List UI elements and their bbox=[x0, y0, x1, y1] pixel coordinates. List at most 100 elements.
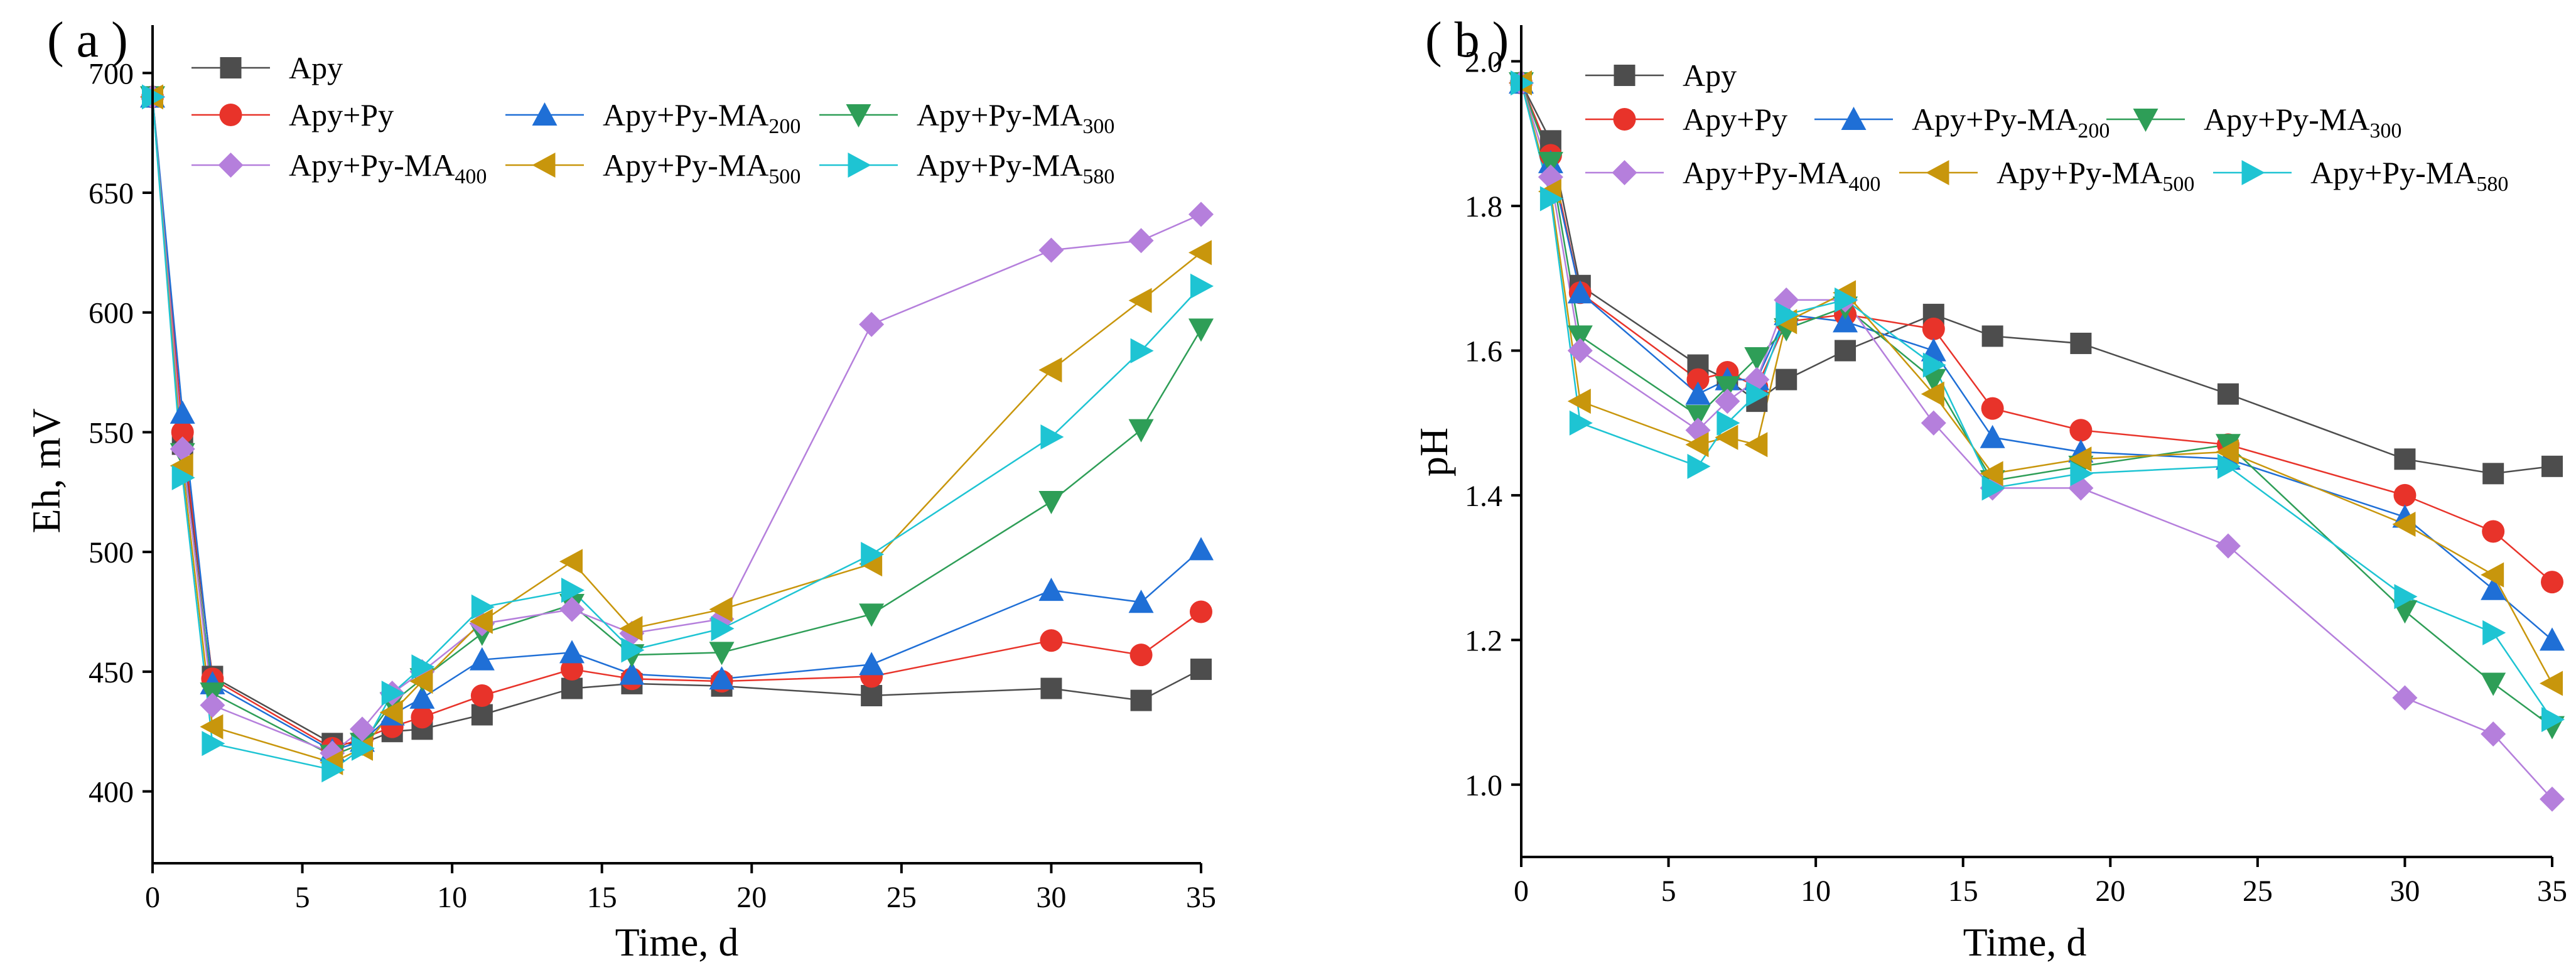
y-tick-label: 1.8 bbox=[1465, 190, 1502, 224]
y-tick-label: 1.0 bbox=[1465, 769, 1502, 802]
data-point bbox=[1128, 288, 1152, 313]
data-point bbox=[2217, 383, 2239, 405]
data-point bbox=[709, 642, 735, 665]
legend-marker bbox=[2241, 160, 2265, 185]
data-point bbox=[170, 453, 193, 478]
data-point bbox=[709, 666, 735, 690]
data-point bbox=[1744, 432, 1768, 458]
legend-label: Apy bbox=[289, 50, 343, 85]
x-tick-label: 10 bbox=[437, 881, 467, 914]
legend-marker bbox=[1614, 65, 1636, 86]
data-point bbox=[1128, 228, 1154, 254]
data-point bbox=[2541, 455, 2563, 477]
legend-marker bbox=[218, 153, 244, 178]
series-markers-Apy+Py bbox=[141, 85, 1212, 760]
legend-marker bbox=[846, 104, 871, 127]
data-point bbox=[1040, 424, 1064, 450]
x-tick-label: 30 bbox=[1036, 881, 1066, 914]
x-tick-label: 0 bbox=[145, 881, 160, 914]
data-point bbox=[200, 692, 225, 718]
data-point bbox=[1715, 389, 1740, 414]
data-point bbox=[711, 616, 735, 642]
data-point bbox=[1981, 475, 2005, 501]
data-point bbox=[2394, 584, 2418, 610]
data-point bbox=[1188, 318, 1214, 342]
panel-b-xlabel: Time, d bbox=[1963, 920, 2087, 964]
data-point bbox=[1129, 644, 1153, 667]
x-tick-label: 25 bbox=[887, 881, 917, 914]
data-point bbox=[1190, 273, 1214, 299]
data-point bbox=[559, 640, 585, 664]
data-point bbox=[1921, 381, 1944, 407]
data-point bbox=[170, 436, 195, 462]
data-point bbox=[2540, 671, 2563, 696]
data-point bbox=[2482, 520, 2505, 543]
data-point bbox=[171, 421, 194, 444]
legend-marker bbox=[1841, 107, 1867, 130]
data-point bbox=[202, 731, 225, 757]
data-point bbox=[861, 541, 885, 567]
data-point bbox=[1687, 453, 1711, 479]
series-line-Apy+Py-MA400 bbox=[1520, 82, 2553, 800]
legend-marker bbox=[2133, 109, 2158, 132]
data-point bbox=[2217, 453, 2241, 479]
data-point bbox=[1040, 629, 1063, 652]
data-point bbox=[471, 594, 495, 620]
data-point bbox=[859, 311, 885, 337]
data-point bbox=[1921, 410, 1946, 436]
data-point bbox=[171, 465, 195, 490]
data-point bbox=[709, 596, 733, 622]
data-point bbox=[1922, 352, 1946, 378]
data-point bbox=[1038, 491, 1064, 515]
data-point bbox=[1776, 301, 1799, 327]
data-point bbox=[2540, 627, 2565, 651]
data-point bbox=[1038, 357, 1062, 383]
x-tick-label: 15 bbox=[587, 881, 617, 914]
data-point bbox=[2541, 707, 2565, 733]
data-point bbox=[1188, 537, 1214, 561]
legend-item-Apy+Py-MA300: Apy+Py-MA300 bbox=[2106, 102, 2401, 143]
legend-item-Apy+Py-MA580: Apy+Py-MA580 bbox=[819, 148, 1114, 188]
legend-label: Apy+Py-MA300 bbox=[917, 97, 1114, 138]
data-point bbox=[379, 699, 403, 725]
data-point bbox=[1539, 186, 1563, 212]
legend-item-Apy+Py-MA500: Apy+Py-MA500 bbox=[1899, 155, 2194, 196]
series-markers-Apy+Py-MA400 bbox=[140, 84, 1214, 766]
data-point bbox=[2069, 419, 2093, 442]
legend-marker bbox=[848, 153, 871, 178]
x-tick-label: 0 bbox=[1514, 875, 1529, 908]
data-point bbox=[1833, 309, 1858, 333]
y-tick-label: 600 bbox=[89, 297, 134, 330]
x-tick-label: 15 bbox=[1948, 875, 1978, 908]
legend-label: Apy+Py bbox=[1683, 102, 1787, 137]
legend-marker bbox=[1926, 160, 1949, 185]
data-point bbox=[321, 757, 345, 783]
data-point bbox=[619, 616, 643, 642]
legend-label: Apy+Py-MA300 bbox=[2204, 102, 2401, 143]
panel-b-label: ( b ) bbox=[1425, 13, 1509, 68]
data-point bbox=[411, 654, 435, 680]
data-point bbox=[1038, 578, 1064, 601]
data-point bbox=[1569, 410, 1593, 436]
legend-marker bbox=[219, 104, 242, 126]
panel-a-ylabel: Eh, mV bbox=[24, 408, 68, 533]
data-point bbox=[559, 596, 585, 622]
data-point bbox=[2481, 672, 2506, 696]
legend-label: Apy+Py-MA400 bbox=[1683, 155, 1880, 196]
data-point bbox=[1538, 151, 1563, 175]
x-tick-label: 20 bbox=[736, 881, 767, 914]
data-point bbox=[1567, 325, 1593, 349]
y-tick-label: 700 bbox=[89, 57, 134, 90]
data-point bbox=[2393, 483, 2417, 507]
data-point bbox=[2481, 721, 2506, 747]
data-point bbox=[471, 704, 493, 726]
series-markers-Apy+Py-MA500 bbox=[140, 84, 1212, 775]
legend-label: Apy+Py-MA580 bbox=[2310, 155, 2508, 196]
panel-a-legend: Apy Apy+Py Apy+Py-MA200 Apy+Py-MA300 Apy+Py-… bbox=[191, 50, 1114, 188]
data-point bbox=[1716, 410, 1740, 436]
legend-item-Apy+Py: Apy+Py bbox=[191, 97, 394, 132]
data-point bbox=[2070, 332, 2092, 354]
data-point bbox=[409, 685, 435, 709]
